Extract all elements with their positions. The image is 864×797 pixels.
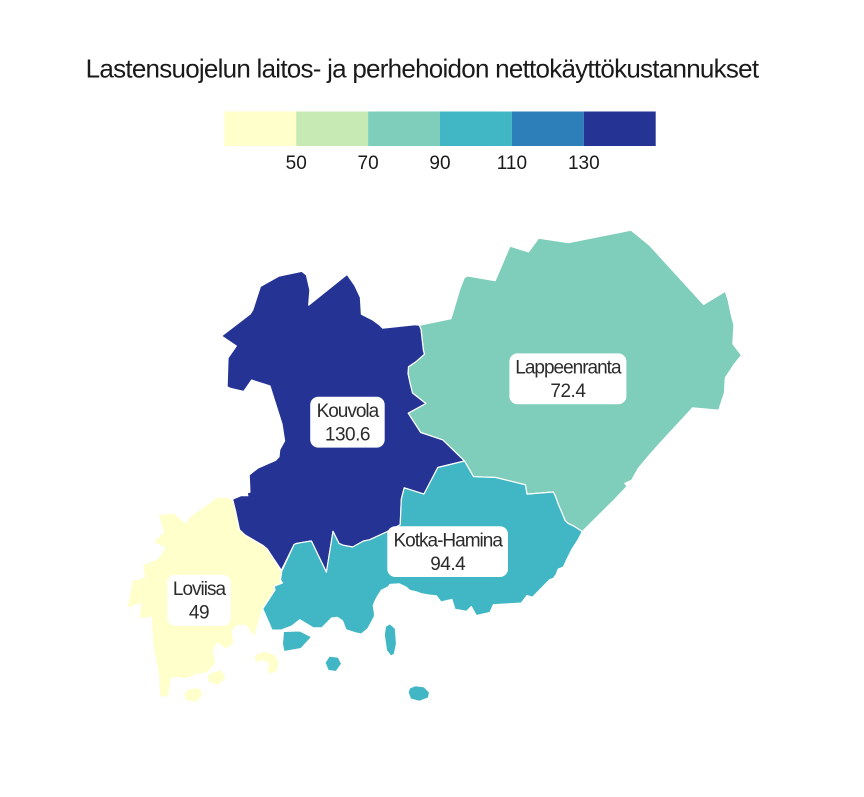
svg-text:Lappeenranta: Lappeenranta [515, 358, 622, 379]
svg-text:90: 90 [429, 153, 450, 174]
svg-text:72.4: 72.4 [550, 381, 586, 402]
svg-text:130: 130 [568, 153, 600, 174]
svg-text:130.6: 130.6 [325, 424, 370, 445]
svg-text:110: 110 [497, 153, 527, 174]
svg-text:Kotka-Hamina: Kotka-Hamina [394, 531, 504, 552]
svg-text:49: 49 [189, 602, 209, 623]
svg-text:70: 70 [358, 153, 379, 174]
svg-text:Lastensuojelun laitos- ja perh: Lastensuojelun laitos- ja perhehoidon ne… [86, 54, 760, 84]
svg-text:94.4: 94.4 [430, 554, 466, 575]
svg-text:Kouvola: Kouvola [317, 401, 380, 422]
svg-text:50: 50 [286, 153, 307, 174]
svg-text:Loviisa: Loviisa [173, 579, 227, 600]
